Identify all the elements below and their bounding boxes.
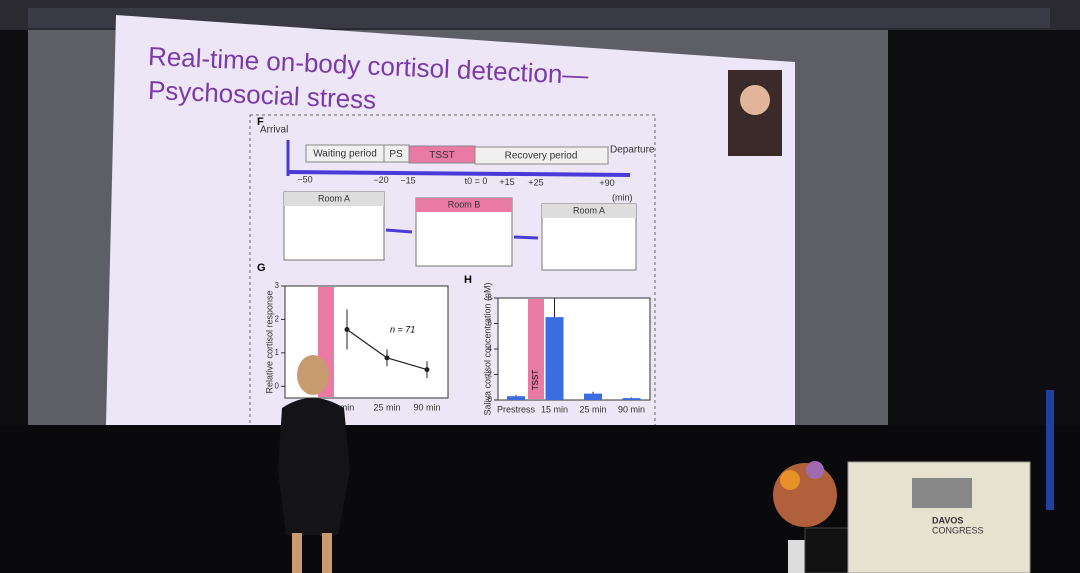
bar (622, 398, 641, 400)
flower (806, 461, 824, 479)
room-label: Room A (318, 193, 350, 203)
timeline-tick-label: +15 (499, 177, 514, 187)
timeline-tick-label: −15 (400, 176, 415, 186)
annotation: n = 71 (390, 324, 415, 334)
phase-label: TSST (429, 150, 455, 161)
phase-box (474, 146, 609, 165)
venue-text: DAVOS (932, 515, 963, 525)
flower (780, 470, 800, 490)
flow-arrow (513, 235, 539, 240)
room-labels: Room A Room B Room A (318, 193, 605, 215)
x-tick-label: 25 min (579, 404, 606, 414)
y-axis-label: Saliva cortisol concentration (nM) (482, 282, 492, 415)
plot-area (497, 297, 651, 401)
timeline-unit: (min) (612, 192, 633, 202)
room-header (284, 192, 384, 206)
timeline-end: Departure (610, 145, 655, 156)
tsst-band (528, 299, 544, 399)
x-tick-label: 15 min (541, 404, 568, 414)
x-tick-label: 25 min (373, 402, 400, 412)
ceiling (28, 8, 1050, 28)
timeline-tick-label: +90 (599, 178, 614, 188)
presenter-leg (292, 533, 302, 573)
y-tick-label: 0 (488, 395, 493, 404)
venue-text: CONGRESS (932, 525, 984, 535)
timeline-ticks: −50 −20 −15 t0 = 0 +15 +25 +90 (297, 174, 614, 188)
phase-label: Recovery period (505, 150, 578, 161)
y-tick-label: 3 (275, 281, 280, 290)
timeline-arrow (287, 170, 631, 177)
y-tick-label: 1 (275, 348, 280, 357)
podium-logo (912, 478, 972, 508)
photo-face (740, 85, 770, 115)
timeline-tick-label: +25 (528, 177, 543, 187)
flow-arrow (385, 228, 413, 234)
x-tick-label: Prestress (497, 404, 536, 414)
phase-labels: Waiting period PS TSST Recovery period (313, 149, 577, 162)
room-header (542, 204, 636, 218)
presenter-head (297, 355, 329, 395)
room-label: Room B (448, 199, 481, 209)
panel-letter: F (257, 116, 264, 128)
side-light (1046, 390, 1054, 510)
y-tick-label: 4 (488, 344, 493, 353)
panel-letter: H (464, 274, 472, 286)
timeline-tick-label: −20 (373, 175, 388, 185)
presenter-leg (322, 533, 332, 573)
bar (545, 317, 564, 400)
room-header (416, 198, 512, 212)
y-tick-label: 2 (488, 370, 493, 379)
x-tick-label: min (340, 402, 355, 412)
timeline-tick-label: −50 (297, 174, 312, 184)
bar (507, 396, 525, 400)
panel-letter: G (257, 262, 266, 274)
flowers (773, 463, 837, 527)
y-tick-label: 2 (275, 315, 280, 324)
phase-label: PS (389, 149, 403, 160)
annotation: TSST (531, 370, 540, 391)
bar (584, 393, 602, 400)
y-tick-label: 8 (488, 293, 493, 302)
room-label: Room A (573, 205, 605, 215)
presenter-body (278, 398, 350, 535)
phase-label: Waiting period (313, 149, 377, 160)
y-axis-label: Relative cortisol response (264, 290, 274, 393)
timeline-start: Arrival (260, 125, 288, 136)
y-tick-label: 6 (488, 319, 493, 328)
x-tick-label: 90 min (618, 404, 645, 414)
timeline-tick-label: t0 = 0 (465, 176, 488, 186)
y-tick-label: 0 (275, 381, 280, 390)
x-tick-label: 90 min (413, 402, 440, 412)
